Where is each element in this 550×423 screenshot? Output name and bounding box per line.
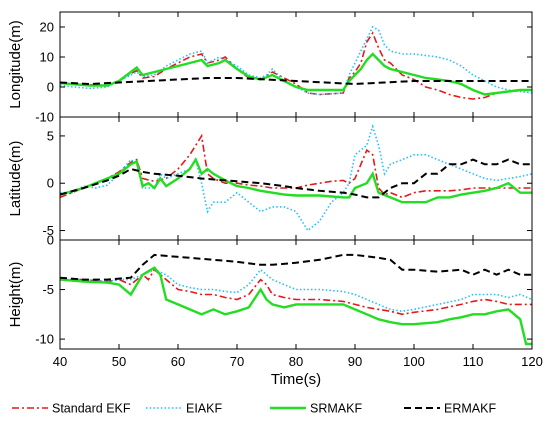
xtick-label: 40 [53,354,67,369]
latitude-m-ylabel: Latitude(m) [7,141,24,217]
longitude-m-line-ermakf [60,77,532,86]
longitude-m-ytick-label: -10 [35,110,54,125]
latitude-m-line-eiakf [60,123,532,232]
height-m-ytick-label: -10 [35,332,54,347]
longitude-m-axes-frame [59,11,533,118]
legend-label-eiakf: EIAKF [186,402,222,416]
longitude-m-ylabel: Longitude(m) [7,20,24,108]
height-m-ytick-label: 0 [47,233,54,248]
xtick-label: 50 [112,354,126,369]
height-m-ylabel: Height(m) [7,262,24,328]
xtick-label: 90 [348,354,362,369]
legend-label-srmakf: SRMAKF [310,402,362,416]
legend-entry-standard-ekf: Standard EKF [12,402,131,416]
legend-label-ermakf: ERMAKF [444,402,496,416]
height-m-line-standard-ekf [60,268,532,316]
longitude-m-line-standard-ekf [60,31,532,100]
longitude-m-panel: -10 0 10 20 Longitude(m) [7,11,533,125]
latitude-m-axes-frame [59,116,533,241]
xtick-label: 100 [403,354,425,369]
height-m-line-ermakf [60,253,532,281]
xlabel: Time(s) [271,371,321,388]
latitude-m-series-group [60,123,532,232]
xtick-label: 60 [171,354,185,369]
longitude-m-series-group [60,25,532,100]
latitude-m-line-srmakf [60,156,532,204]
latitude-m-ytick-label: 0 [47,176,54,191]
longitude-m-ytick-label: 10 [40,50,54,65]
legend-entry-eiakf: EIAKF [146,402,222,416]
longitude-m-ytick-label: 20 [40,20,54,35]
latitude-m-ytick-label: -5 [42,223,54,238]
xtick-label: 80 [289,354,303,369]
legend-entry-ermakf: ERMAKF [404,402,496,416]
latitude-m-ytick-label: 5 [47,128,54,143]
height-m-series-group [60,253,532,346]
height-m-ytick-label: -5 [42,282,54,297]
xtick-label: 110 [463,354,484,369]
xtick-label: 70 [230,354,244,369]
height-m-panel: -10 -5 0 Height(m) 40 50 60 70 80 90 100 110 120 Time… [7,233,543,389]
latitude-m-line-ermakf [60,158,532,199]
longitude-m-ytick-label: 0 [47,80,54,95]
latitude-m-panel: -5 0 5 Latitude(m) [7,116,533,241]
xtick-label: 120 [521,354,543,369]
height-m-line-srmakf [60,266,532,346]
legend-label-standard-ekf: Standard EKF [52,402,131,416]
legend: Standard EKF EIAKF SRMAKF ERMAKF [12,402,496,416]
legend-entry-srmakf: SRMAKF [270,402,362,416]
